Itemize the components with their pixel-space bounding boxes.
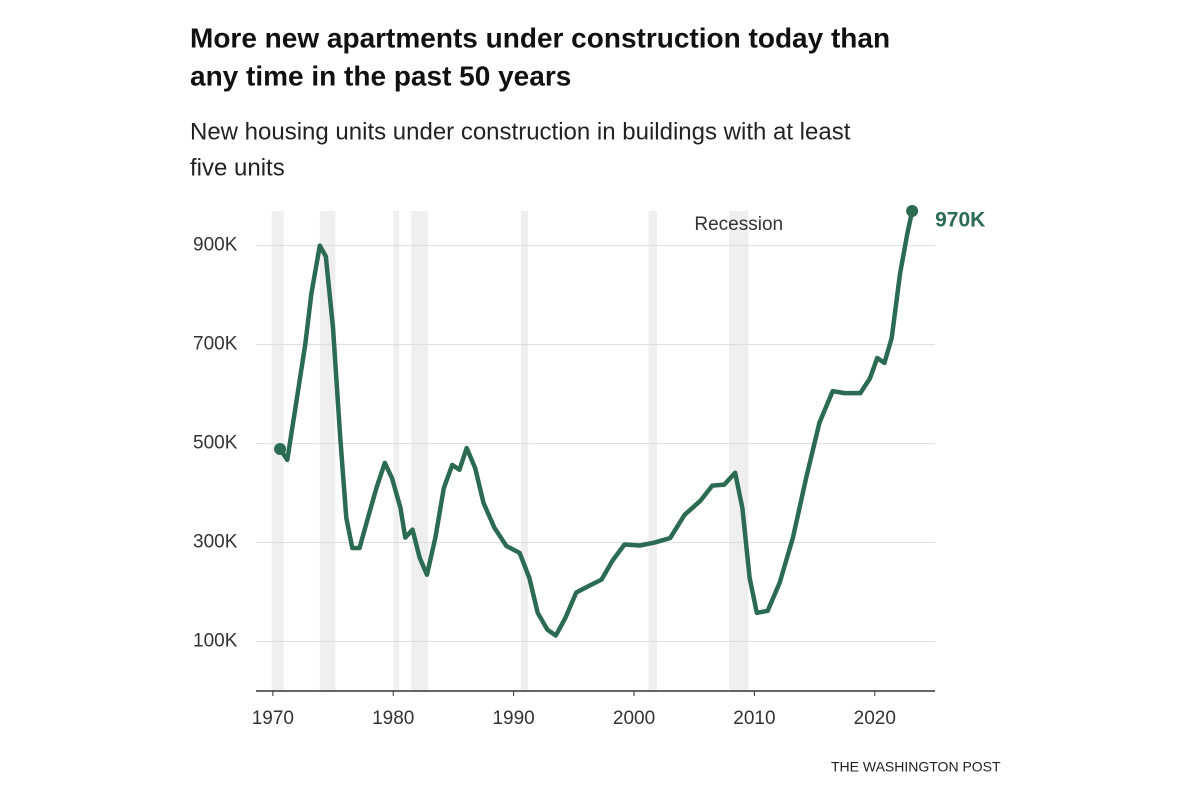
x-tick-label: 1970 bbox=[252, 708, 294, 729]
source: THE WASHINGTON POST bbox=[831, 759, 1001, 775]
chart-subtitle: five units bbox=[190, 154, 285, 181]
recession-label: Recession bbox=[694, 214, 783, 235]
y-tick-label: 100K bbox=[193, 631, 238, 652]
chart-title: any time in the past 50 years bbox=[190, 60, 571, 91]
value-label: 970K bbox=[935, 209, 985, 232]
line bbox=[277, 208, 915, 638]
chart-title: More new apartments under construction t… bbox=[190, 22, 890, 53]
x-tick-label: 2010 bbox=[733, 708, 775, 729]
x-tick-label: 1980 bbox=[372, 708, 414, 729]
y-tick-label: 700K bbox=[193, 334, 238, 355]
x-tick-label: 2000 bbox=[613, 708, 655, 729]
y-tick-label: 900K bbox=[193, 235, 238, 256]
recession-band bbox=[729, 211, 749, 691]
recession-band bbox=[648, 211, 657, 691]
chart-subtitle: New housing units under construction in … bbox=[190, 118, 851, 145]
end-dot bbox=[274, 443, 287, 456]
x-tick-label: 2020 bbox=[854, 708, 896, 729]
recession-band bbox=[393, 211, 400, 691]
y-tick-label: 500K bbox=[193, 433, 238, 454]
end-dot bbox=[906, 205, 919, 217]
recession-band bbox=[411, 211, 429, 691]
recession-band bbox=[520, 211, 529, 691]
y-tick-label: 300K bbox=[193, 532, 238, 553]
x-tick-label: 1990 bbox=[492, 708, 534, 729]
